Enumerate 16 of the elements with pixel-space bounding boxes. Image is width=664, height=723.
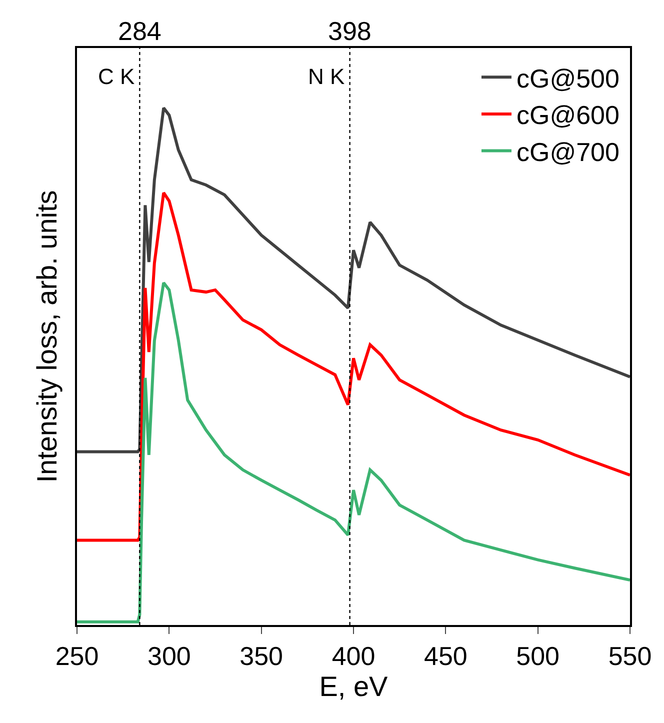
x-tick-label: 500 — [516, 640, 560, 671]
x-tick-label: 550 — [608, 640, 652, 671]
x-tick-label: 450 — [424, 640, 468, 671]
x-tick-label: 250 — [55, 640, 99, 671]
x-tick-label: 300 — [147, 640, 191, 671]
legend-label: cG@600 — [516, 100, 620, 130]
x-tick-label: 350 — [240, 640, 284, 671]
text: C K — [98, 64, 135, 89]
text: N K — [308, 64, 345, 89]
y-axis-title: Intensity loss, arb. units — [31, 190, 62, 483]
legend-label: cG@500 — [516, 63, 620, 94]
ref-line-label: 398 — [328, 16, 372, 46]
x-axis-title: E, eV — [319, 670, 388, 702]
ref-line-label: 284 — [118, 16, 162, 46]
legend-label: cG@700 — [516, 136, 620, 167]
x-tick-label: 400 — [332, 640, 376, 671]
